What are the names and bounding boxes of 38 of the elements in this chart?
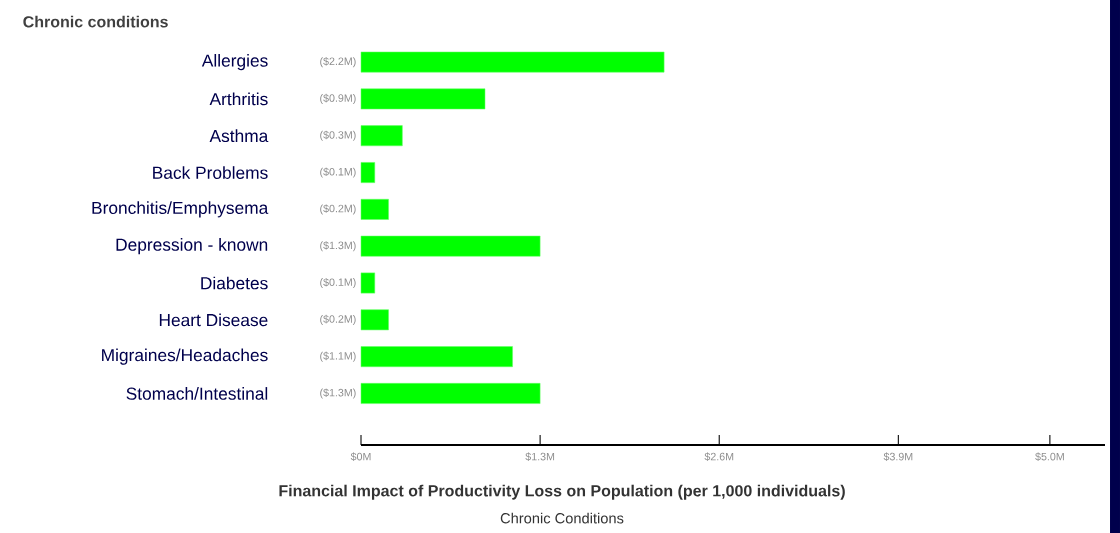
bar [360, 235, 541, 257]
y-tick-label: Back Problems [153, 166, 268, 179]
y-tick-label: Heart Disease [159, 313, 268, 327]
data-label: ($0.9M) [320, 93, 356, 104]
data-label: ($1.3M) [320, 241, 356, 252]
bar [360, 51, 665, 73]
y-tick-label: Stomach/Intestinal [126, 387, 268, 400]
y-tick-label: Migraines/Headaches [102, 348, 268, 365]
bar [360, 383, 541, 404]
data-label: ($0.1M) [320, 167, 356, 178]
bar [360, 198, 389, 220]
y-tick-label: Asthma [209, 129, 269, 143]
y-tick-label: Arthritis [209, 92, 268, 106]
y-tick-label: Depression - known [116, 238, 268, 255]
data-label: ($0.1M) [320, 277, 356, 289]
text: Chronic Conditions [500, 512, 624, 524]
x-tick-label: $1.3M [525, 452, 555, 462]
text: Financial Impact of Productivity Loss on Population (per 1,000 individuals) [279, 484, 845, 500]
data-label: ($0.3M) [320, 130, 356, 141]
bar [360, 88, 486, 110]
y-tick-label: Diabetes [201, 276, 268, 290]
x-tick-label: $2.6M [704, 452, 734, 462]
x-tick-label: $5.0M [1035, 452, 1064, 462]
data-label: ($2.2M) [320, 57, 356, 68]
y-axis-title: Chronic conditions [23, 15, 168, 28]
bar [360, 162, 376, 183]
y-tick-label: Bronchitis/Emphysema [92, 201, 269, 218]
data-label: ($0.2M) [320, 314, 356, 325]
data-label: ($1.3M) [320, 388, 356, 399]
bar [360, 309, 389, 331]
bar [360, 346, 513, 368]
bar [360, 125, 403, 147]
bar [360, 272, 376, 294]
x-tick-label: $3.9M [883, 452, 913, 462]
x-tick-label: $0M [350, 452, 371, 462]
data-label: ($1.1M) [320, 351, 356, 362]
data-label: ($0.2M) [320, 204, 356, 215]
y-tick-label: Allergies [201, 54, 268, 71]
